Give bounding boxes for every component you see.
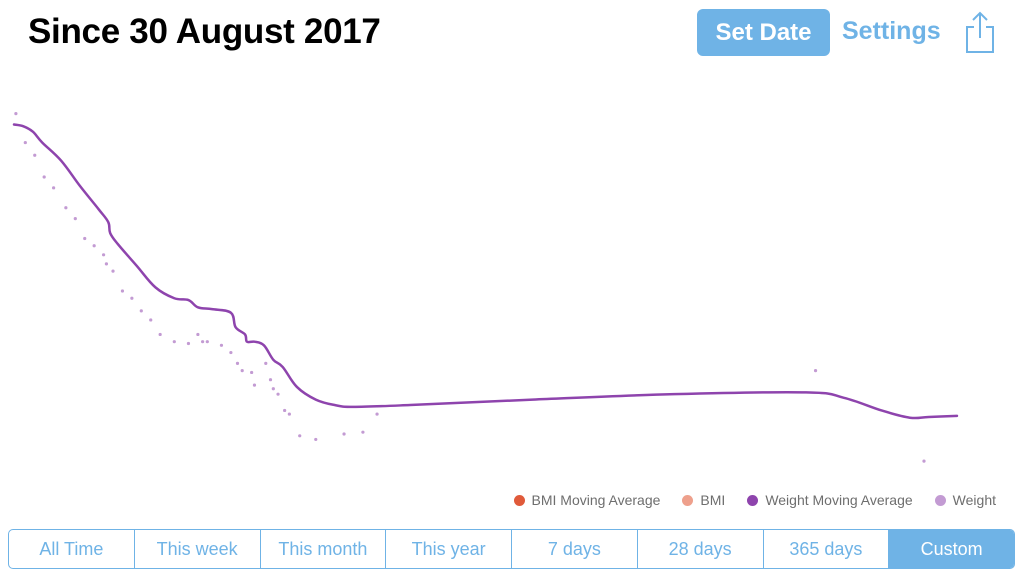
legend-item: BMI bbox=[682, 492, 725, 508]
data-point-weight bbox=[196, 332, 200, 337]
data-point-weight bbox=[130, 296, 134, 300]
segment-this-month[interactable]: This month bbox=[259, 530, 386, 568]
data-point-weight bbox=[73, 217, 77, 221]
data-point-weight bbox=[813, 369, 818, 373]
data-point-weight bbox=[235, 361, 240, 365]
data-point-weight bbox=[264, 361, 268, 365]
legend-label: BMI bbox=[700, 492, 726, 508]
data-point-weight bbox=[52, 186, 56, 190]
data-point-weight bbox=[201, 340, 205, 344]
data-point-weight bbox=[23, 140, 27, 145]
data-point-weight bbox=[283, 408, 287, 413]
legend-item: Weight bbox=[934, 492, 996, 508]
data-point-weight bbox=[111, 269, 115, 273]
data-point-weight bbox=[205, 340, 209, 344]
time-range-segmented-control: All Time This week This month This year 7 da… bbox=[8, 529, 1015, 569]
data-point-weight bbox=[120, 289, 125, 293]
chart-legend: BMI Moving Average BMI Weight Moving Avera… bbox=[513, 492, 996, 508]
data-point-weight bbox=[922, 459, 926, 463]
data-point-weight bbox=[250, 370, 254, 375]
data-point-weight bbox=[33, 153, 37, 157]
data-point-weight bbox=[314, 437, 318, 442]
page-title: Since 30 August 2017 bbox=[28, 12, 381, 51]
segment-this-week[interactable]: This week bbox=[133, 530, 260, 568]
data-point-weight bbox=[83, 236, 87, 241]
data-point-weight bbox=[92, 244, 96, 248]
series-line-weight-moving-average bbox=[12, 123, 959, 420]
data-point-weight bbox=[298, 434, 302, 438]
data-point-weight bbox=[276, 392, 280, 396]
data-point-weight bbox=[342, 432, 346, 436]
legend-dot-icon bbox=[934, 494, 946, 506]
share-icon[interactable] bbox=[962, 10, 998, 54]
data-point-weight bbox=[14, 112, 18, 116]
segment-this-year[interactable]: This year bbox=[385, 530, 511, 568]
data-point-weight bbox=[172, 340, 176, 344]
settings-button[interactable]: Settings bbox=[842, 17, 941, 45]
data-point-weight bbox=[42, 175, 46, 179]
share-icon-graphic bbox=[966, 11, 994, 53]
data-point-weight bbox=[104, 262, 109, 266]
weight-chart bbox=[12, 112, 959, 463]
segment-365-days[interactable]: 365 days bbox=[762, 530, 889, 568]
data-point-weight bbox=[375, 412, 379, 416]
legend-dot-icon bbox=[747, 494, 759, 506]
data-point-weight bbox=[149, 318, 153, 322]
data-point-weight bbox=[186, 341, 191, 346]
set-date-button[interactable]: Set Date bbox=[697, 9, 830, 56]
data-point-weight bbox=[252, 383, 257, 387]
legend-dot-icon bbox=[513, 494, 525, 506]
legend-label: Weight Moving Average bbox=[765, 492, 913, 508]
segment-7-days[interactable]: 7 days bbox=[511, 530, 637, 568]
data-point-weight bbox=[229, 350, 233, 355]
segment-custom[interactable]: Custom bbox=[888, 530, 1014, 568]
data-point-weight bbox=[101, 253, 106, 257]
legend-dot-icon bbox=[682, 494, 694, 506]
data-point-weight bbox=[287, 412, 291, 416]
legend-label: Weight bbox=[952, 492, 996, 508]
legend-item: BMI Moving Average bbox=[513, 492, 661, 508]
segment-28-days[interactable]: 28 days bbox=[636, 530, 763, 568]
legend-item: Weight Moving Average bbox=[747, 492, 913, 508]
data-point-weight bbox=[64, 206, 68, 210]
data-point-weight bbox=[139, 309, 143, 313]
segment-all-time[interactable]: All Time bbox=[39, 538, 104, 559]
data-point-weight bbox=[268, 378, 273, 382]
data-point-weight bbox=[158, 332, 162, 337]
data-point-weight bbox=[271, 387, 275, 391]
data-point-weight bbox=[240, 369, 244, 373]
data-point-weight bbox=[219, 343, 224, 347]
legend-label: BMI Moving Average bbox=[531, 492, 661, 508]
data-point-weight bbox=[361, 430, 365, 434]
